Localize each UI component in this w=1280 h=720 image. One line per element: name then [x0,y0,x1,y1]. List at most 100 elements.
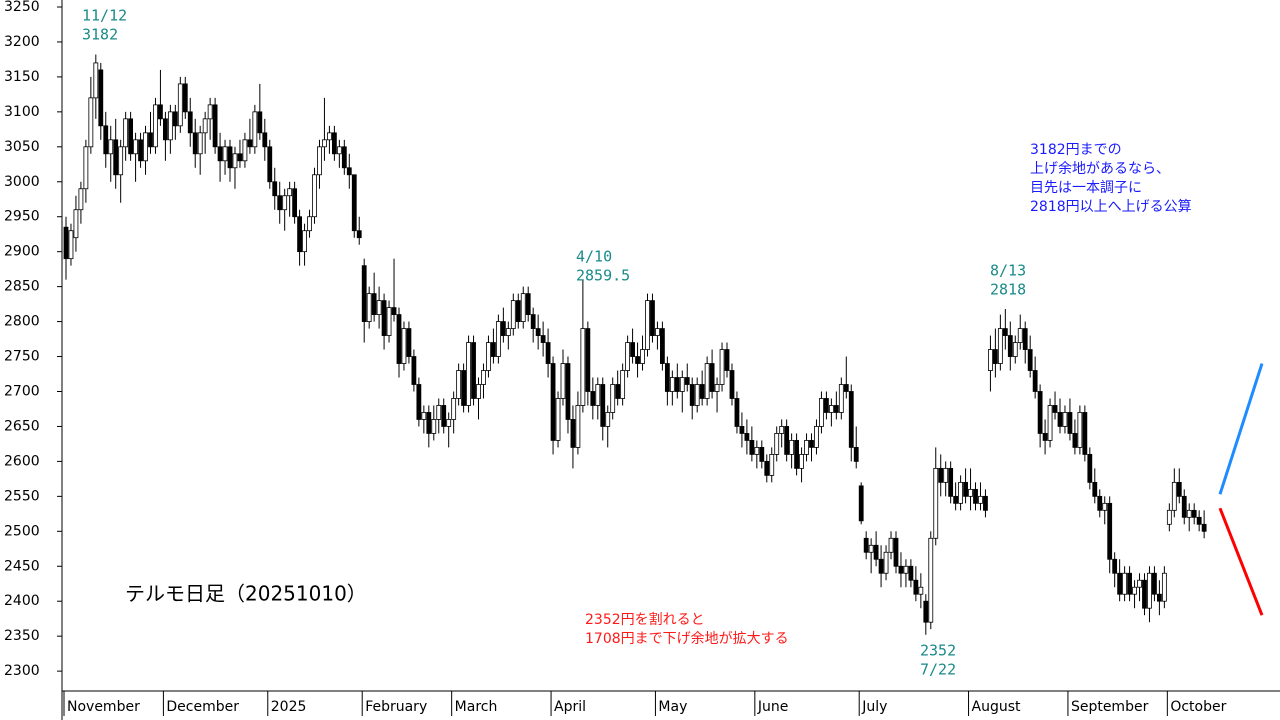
candle-body [1087,454,1093,483]
x-tick-label: July [861,699,887,715]
candle-body [824,398,829,413]
candle-body [630,342,635,357]
candle-body [525,293,531,315]
candle-body [148,132,153,148]
candle-body [555,398,561,441]
candle-body [500,321,506,336]
candle-body [908,565,914,581]
candle-body [317,146,322,176]
y-tick-label: 2850 [4,279,40,295]
candle-body [327,132,332,141]
candle-body [153,104,158,148]
annotation: 11/12 [82,7,127,25]
candle-body [277,195,283,211]
projection-line [1218,363,1264,495]
candle-body [351,174,357,232]
candle-body [794,440,799,469]
candle-body [674,377,680,392]
candle-body [1077,412,1083,448]
candle-body [679,377,685,392]
x-tick-label: August [972,699,1022,715]
candle-body [1122,572,1128,595]
candle-body [247,139,253,148]
candle-body [1072,433,1078,448]
candle-body [819,398,824,427]
candle-body [759,447,765,462]
candle-body [505,328,511,336]
x-tick-label: June [757,699,789,715]
candle-body [471,342,476,399]
chart-title: テルモ日足（20251010） [125,582,367,606]
candle-body [1132,586,1137,595]
candle-body [928,537,934,623]
candle-body [167,111,173,141]
candle-body [431,419,437,434]
candle-body [1022,328,1028,350]
candle-body [322,139,327,148]
candle-body [118,146,124,176]
candle-body [217,146,223,162]
candle-body [133,139,138,155]
candle-body [486,342,491,371]
candle-body [1032,370,1038,392]
candle-body [1191,509,1197,518]
candle-body [103,125,109,155]
candle-body [207,104,213,120]
candle-body [128,118,134,155]
candle-body [540,335,546,343]
candle-body [948,467,954,497]
candle-body [182,83,188,113]
y-tick-label: 2400 [4,593,40,609]
candle-body [1181,495,1187,518]
candle-body [669,377,675,392]
y-tick-label: 2650 [4,418,40,434]
candle-body [739,426,745,434]
candle-body [237,153,243,162]
candle-body [287,188,293,197]
y-tick-label: 2500 [4,523,40,539]
candle-body [764,460,770,476]
candle-body [515,300,521,322]
candle-body [943,467,949,483]
y-tick-label: 2750 [4,349,40,365]
candle-body [545,342,551,364]
candle-body [655,328,660,336]
candle-body [1166,509,1172,525]
candle-body [550,363,556,441]
candle-body [809,440,814,448]
candle-body [1057,412,1063,427]
annotation: 2818円以上へ上げる公算 [1030,199,1192,215]
y-tick-label: 3200 [4,34,40,50]
candle-body [600,384,606,427]
candle-body [893,537,899,567]
candle-body [302,230,307,253]
candle-body [381,300,387,336]
candle-body [63,226,69,260]
annotation: 2859.5 [576,267,630,285]
candle-body [878,558,884,574]
candle-body [466,342,471,406]
candle-body [799,454,804,469]
y-tick-label: 2450 [4,558,40,574]
candle-body [1017,328,1023,343]
candle-body [391,307,397,315]
candle-body [615,384,621,399]
candle-body [1107,502,1113,560]
candle-body [903,565,909,574]
annotation: 3182 [82,26,118,44]
candle-body [73,209,79,239]
candle-body [729,370,735,399]
candle-body [709,363,715,392]
candle-body [481,370,486,385]
candle-body [888,537,894,553]
candle-body [635,356,640,364]
x-tick-label: November [67,699,140,715]
candle-body [346,167,352,176]
candle-body [580,328,586,406]
candle-body [491,342,496,357]
candle-body [401,328,407,364]
candle-body [575,405,581,448]
candle-body [436,405,442,420]
candle-body [386,307,392,336]
candle-body [779,426,785,434]
